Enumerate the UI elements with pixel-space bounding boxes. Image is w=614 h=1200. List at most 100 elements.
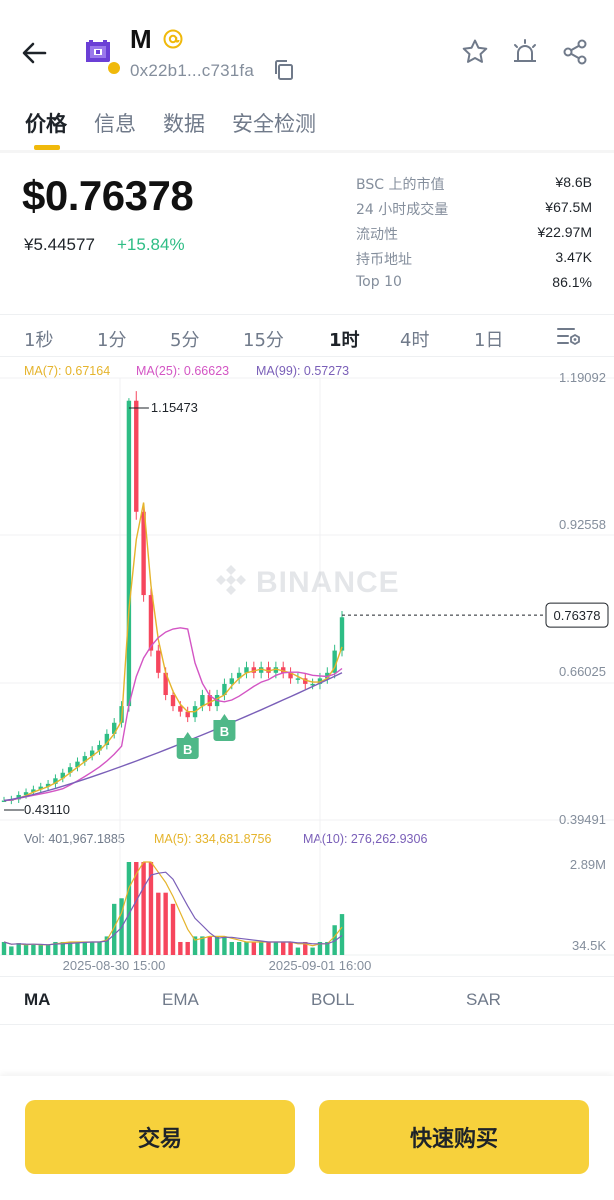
- stat-label: Top 10: [356, 274, 402, 290]
- price-axis-tick: 0.66025: [559, 664, 606, 679]
- trade-button[interactable]: 交易: [25, 1100, 295, 1174]
- price-axis-tick: 0.92558: [559, 517, 606, 532]
- volume-bar: [288, 941, 293, 955]
- stat-row-holders: 持币地址 3.47K: [356, 247, 592, 272]
- candle-body: [1, 800, 7, 803]
- alert-siren-icon[interactable]: [510, 37, 540, 67]
- stat-label: 流动性: [356, 227, 398, 243]
- favorite-star-icon[interactable]: [460, 37, 490, 67]
- candle-body: [178, 706, 183, 712]
- volume-bar: [23, 944, 29, 955]
- stat-label: 24 小时成交量: [356, 202, 449, 218]
- share-icon[interactable]: [560, 37, 590, 67]
- volume-axis-tick: 34.5K: [572, 938, 606, 953]
- copy-icon[interactable]: [272, 58, 296, 82]
- interval-4h[interactable]: 4时: [400, 330, 430, 351]
- binance-watermark: BINANCE: [216, 565, 399, 599]
- bottom-action-bar: 交易 快速购买: [0, 1076, 614, 1200]
- stat-row-market-cap: BSC 上的市值 ¥8.6B: [356, 172, 592, 197]
- volume-bar: [266, 941, 271, 955]
- volume-bar: [192, 936, 198, 955]
- ma7-line: [3, 502, 343, 802]
- candle-body: [104, 733, 110, 745]
- candle-body: [134, 400, 139, 512]
- candle-body: [303, 678, 308, 684]
- candle-body: [229, 678, 234, 684]
- volume-bar: [295, 947, 301, 955]
- at-mention-icon[interactable]: [162, 28, 184, 50]
- indicator-boll[interactable]: BOLL: [311, 990, 355, 1009]
- ma7-legend: MA(7): 0.67164: [24, 364, 111, 378]
- interval-1s[interactable]: 1秒: [24, 330, 54, 351]
- volume-legend: Vol: 401,967.1885: [24, 832, 125, 846]
- candle-body: [82, 756, 88, 762]
- stat-value: 3.47K: [555, 249, 592, 265]
- candle-body: [75, 761, 80, 768]
- price-change-percent: +15.84%: [117, 235, 185, 254]
- price-axis-tick: 1.19092: [559, 370, 606, 385]
- volume-bar: [303, 941, 308, 955]
- volume-bar: [82, 941, 88, 955]
- candle-body: [310, 683, 315, 686]
- candle-body: [112, 722, 117, 734]
- volume-bar: [281, 941, 286, 955]
- volume-bar: [251, 941, 257, 955]
- interval-15m[interactable]: 15分: [243, 330, 284, 351]
- volume-bar: [185, 941, 190, 955]
- volume-bar: [244, 941, 249, 955]
- candle-body: [38, 786, 43, 790]
- candle-body: [23, 792, 29, 795]
- tab-info[interactable]: 信息: [94, 112, 136, 136]
- volume-bar: [97, 941, 102, 955]
- interval-1h[interactable]: 1时: [329, 330, 360, 351]
- volume-bar: [126, 862, 132, 955]
- volume-bar: [31, 944, 36, 955]
- indicator-ma[interactable]: MA: [24, 990, 51, 1009]
- candle-body: [258, 667, 264, 673]
- ma25-line: [3, 627, 343, 802]
- candle-body: [163, 672, 168, 696]
- tab-price[interactable]: 价格: [25, 112, 67, 136]
- volume-bar: [89, 941, 95, 955]
- indicator-ema[interactable]: EMA: [162, 990, 199, 1009]
- volume-bar: [339, 914, 345, 955]
- chart-settings-icon[interactable]: [555, 324, 583, 350]
- buy-marker: B: [176, 732, 199, 759]
- volume-bar: [332, 925, 337, 955]
- volume-bar: [1, 941, 7, 955]
- candlestick-chart[interactable]: BINANCE 1.19092 0.92558 0.66025 0.39491 2.89…: [0, 356, 614, 976]
- back-arrow-icon[interactable]: [18, 36, 52, 70]
- candle-body: [266, 667, 271, 673]
- candle-body: [60, 772, 65, 779]
- volume-ma10-line: [3, 871, 343, 946]
- interval-1d[interactable]: 1日: [474, 330, 504, 351]
- volume-bar: [207, 936, 212, 955]
- interval-5m[interactable]: 5分: [170, 330, 200, 351]
- volume-bar: [222, 936, 227, 955]
- volume-bar: [258, 941, 264, 955]
- volume-bar: [45, 944, 51, 955]
- tab-security-check[interactable]: 安全检测: [232, 112, 316, 136]
- candle-body: [222, 683, 227, 696]
- candle-body: [325, 672, 330, 679]
- candle-body: [200, 695, 205, 707]
- indicator-sar[interactable]: SAR: [466, 990, 501, 1009]
- stat-label: BSC 上的市值: [356, 177, 445, 193]
- tab-data[interactable]: 数据: [163, 112, 205, 136]
- candle-body: [156, 650, 161, 673]
- candle-body: [288, 672, 293, 679]
- candle-body: [251, 667, 257, 673]
- candle-body: [53, 778, 58, 784]
- volume-bar: [148, 862, 154, 955]
- active-tab-indicator: [34, 145, 60, 150]
- interval-1m[interactable]: 1分: [97, 330, 127, 351]
- current-price-cny: ¥5.44577: [24, 235, 95, 254]
- candle-body: [273, 667, 279, 673]
- interval-selector: 1秒 1分 5分 15分 1时 4时 1日: [0, 316, 614, 356]
- ma99-line: [3, 672, 343, 802]
- axis-labels: 1.19092 0.92558 0.66025 0.39491 2.89M 34.5K 20…: [63, 370, 607, 973]
- volume-bar: [38, 944, 43, 955]
- quick-buy-button[interactable]: 快速购买: [319, 1100, 589, 1174]
- volume-bar: [200, 936, 205, 955]
- current-price-label: 0.76378: [554, 608, 601, 623]
